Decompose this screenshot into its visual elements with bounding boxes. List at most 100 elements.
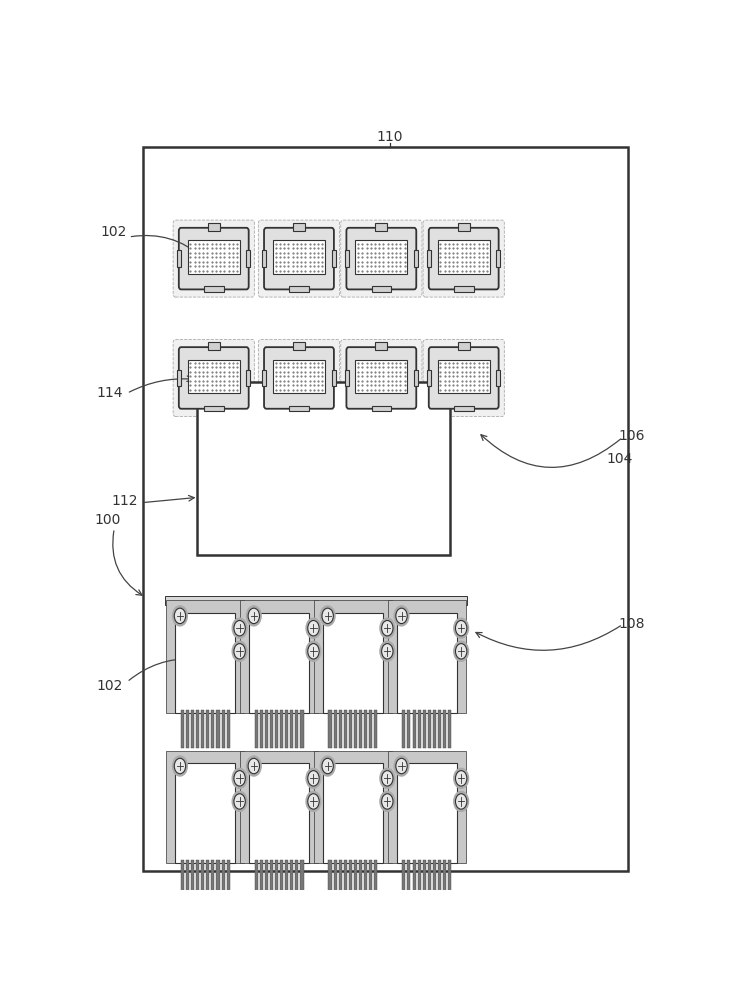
Bar [339,710,342,748]
Bar [254,710,258,748]
Bar [290,860,293,898]
Bar [181,860,184,898]
Bar [414,250,418,267]
Circle shape [246,756,261,776]
Circle shape [232,641,247,661]
FancyBboxPatch shape [258,339,339,416]
Circle shape [380,618,394,638]
Bar [438,360,490,393]
Circle shape [380,768,394,788]
Bar [226,860,229,898]
Bar [259,860,263,898]
Circle shape [322,608,334,624]
FancyBboxPatch shape [179,228,248,289]
Bar [166,600,244,713]
Bar [285,860,288,898]
Bar [314,600,392,713]
Bar [275,860,278,898]
Circle shape [232,791,247,811]
Bar [211,710,215,748]
Bar [290,406,309,411]
Bar [443,710,446,748]
Circle shape [308,644,319,659]
Bar [301,710,303,748]
Bar [206,710,210,748]
Bar [273,360,325,393]
Bar [262,250,266,267]
Circle shape [246,606,261,626]
Bar [331,370,336,386]
Circle shape [306,768,321,788]
Bar [295,860,298,898]
Bar [354,860,357,898]
Circle shape [174,758,185,774]
Bar [246,250,251,267]
Bar [208,223,220,231]
Circle shape [455,794,467,809]
Bar [375,710,377,748]
Circle shape [322,758,334,774]
Bar [356,360,408,393]
FancyBboxPatch shape [173,220,254,297]
Bar [226,710,229,748]
Bar [433,860,436,898]
Bar [369,710,372,748]
Bar [448,860,452,898]
Bar [314,751,392,863]
Bar [188,360,240,393]
Bar [208,342,220,350]
FancyBboxPatch shape [423,339,504,416]
Bar [143,147,628,871]
Bar [414,370,418,386]
Bar [290,286,309,292]
Text: 102: 102 [97,679,123,693]
Circle shape [455,771,467,786]
Bar [349,710,352,748]
Circle shape [306,618,321,638]
Circle shape [320,606,335,626]
Circle shape [382,771,393,786]
Bar [196,860,199,898]
Text: 110: 110 [377,130,403,144]
Circle shape [454,791,468,811]
Bar [290,710,293,748]
Bar [186,710,189,748]
Circle shape [455,620,467,636]
Bar [293,342,305,350]
FancyBboxPatch shape [258,220,339,297]
Circle shape [308,794,319,809]
Bar [166,751,244,863]
FancyBboxPatch shape [179,347,248,409]
Circle shape [234,644,246,659]
Bar [458,223,470,231]
Bar [265,710,268,748]
FancyBboxPatch shape [264,228,334,289]
Bar [177,250,181,267]
Bar [364,710,367,748]
Bar [249,613,309,713]
Circle shape [232,768,247,788]
Circle shape [248,608,259,624]
Text: 106: 106 [618,429,644,443]
Circle shape [232,618,247,638]
Bar [270,710,273,748]
Bar [402,710,405,748]
Bar [181,710,184,748]
Bar [240,751,318,863]
Bar [423,710,426,748]
Bar [265,860,268,898]
Bar [388,751,465,863]
Bar [249,763,309,863]
Bar [204,286,224,292]
Bar [408,710,410,748]
Circle shape [234,620,246,636]
Bar [201,710,205,748]
Bar [165,596,467,605]
Bar [206,860,210,898]
Text: 112: 112 [111,494,138,508]
Circle shape [306,791,321,811]
Text: 114: 114 [97,386,123,400]
Bar [275,710,278,748]
Bar [458,342,470,350]
Circle shape [455,644,467,659]
